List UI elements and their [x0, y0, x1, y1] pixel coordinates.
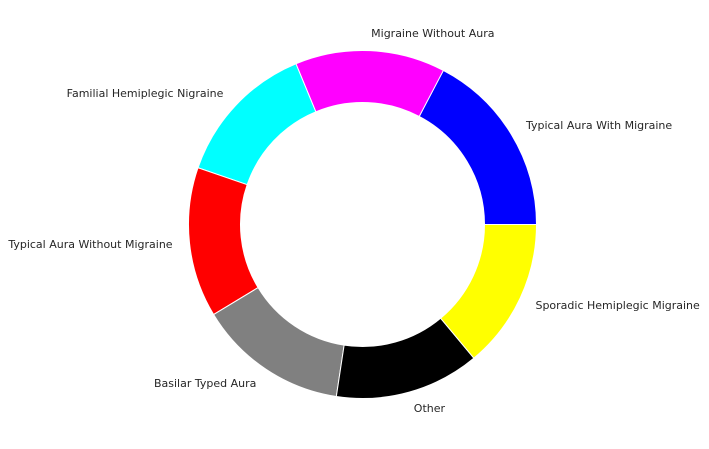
- donut-slices: [188, 50, 538, 399]
- slice-familial-hemiplegic-nigraine: [197, 63, 317, 186]
- slice-label-typical-aura-with-migraine: Typical Aura With Migraine: [525, 119, 672, 132]
- slice-label-other: Other: [414, 402, 446, 415]
- donut-slice-labels: Typical Aura With Migraine Migraine Witho…: [7, 27, 700, 415]
- slice-label-basilar-typed-aura: Basilar Typed Aura: [154, 377, 256, 390]
- slice-migraine-without-aura: [295, 50, 445, 118]
- slice-label-sporadic-hemiplegic-migraine: Sporadic Hemiplegic Migraine: [535, 299, 700, 312]
- slice-label-migraine-without-aura: Migraine Without Aura: [371, 27, 494, 40]
- slice-label-familial-hemiplegic-nigraine: Familial Hemiplegic Nigraine: [67, 87, 224, 100]
- slice-label-typical-aura-without-migraine: Typical Aura Without Migraine: [7, 238, 172, 251]
- slice-typical-aura-without-migraine: [188, 167, 259, 316]
- slice-sporadic-hemiplegic-migraine: [439, 224, 538, 359]
- slice-typical-aura-with-migraine: [418, 69, 538, 225]
